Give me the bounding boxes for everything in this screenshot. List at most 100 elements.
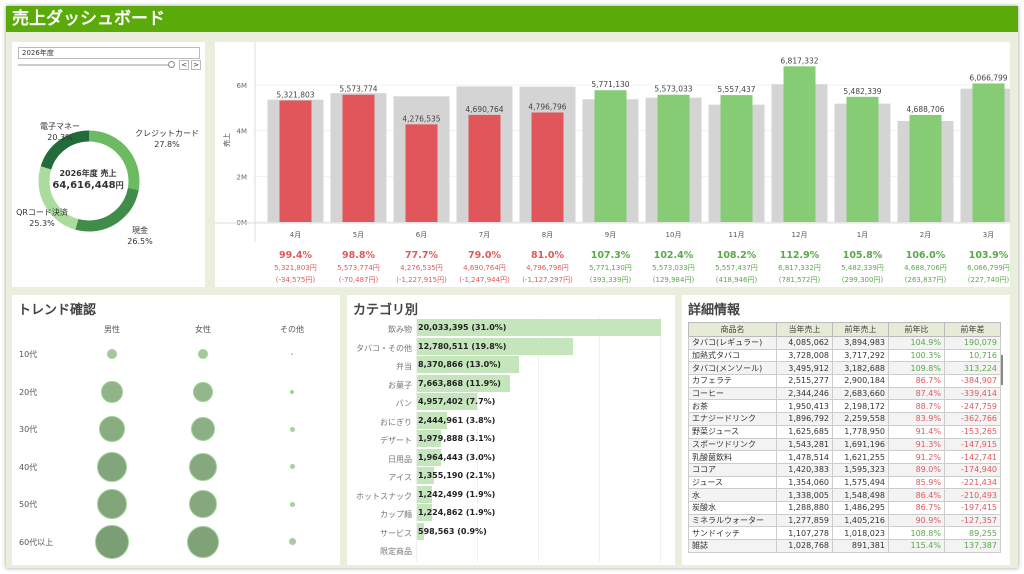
trend-bubble[interactable] bbox=[101, 380, 123, 403]
detail-panel: 詳細情報 商品名 当年売上 前年売上 前年比 前年差 タバコ(レギュラー) 4,085,06… bbox=[682, 295, 1010, 565]
trend-bubble[interactable] bbox=[99, 416, 125, 442]
trend-bubble[interactable] bbox=[289, 464, 295, 469]
column-header[interactable]: 前年差 bbox=[944, 322, 1001, 337]
table-cell: 2,198,172 bbox=[832, 399, 889, 414]
category-bar[interactable] bbox=[417, 467, 434, 484]
table-cell: カフェラテ bbox=[688, 374, 777, 388]
table-row[interactable]: 炭酸水 1,288,880 1,486,295 86.7% -197,415 bbox=[688, 500, 1001, 515]
category-value-label: 1,224,862 (1.9%) bbox=[418, 508, 496, 517]
current-year-bar[interactable] bbox=[720, 95, 753, 222]
table-row[interactable]: ミネラルウォーター 1,277,859 1,405,216 90.9% -127,357 bbox=[688, 513, 1001, 528]
table-row[interactable]: スポーツドリンク 1,543,281 1,691,196 91.3% -147,915 bbox=[688, 437, 1001, 452]
table-row[interactable]: タバコ(メンソール) 3,495,912 3,182,688 109.8% 313,22… bbox=[688, 361, 1001, 376]
column-header[interactable]: 前年売上 bbox=[832, 322, 889, 337]
table-row[interactable]: 水 1,338,005 1,548,498 86.4% -210,493 bbox=[688, 488, 1001, 502]
trend-bubble[interactable] bbox=[191, 417, 215, 441]
yoy-diff: (-70,487円) bbox=[339, 276, 379, 284]
trend-bubble[interactable] bbox=[198, 349, 208, 359]
column-header[interactable]: 前年比 bbox=[888, 322, 945, 337]
category-bar[interactable] bbox=[417, 319, 661, 336]
category-bar[interactable] bbox=[417, 448, 441, 466]
year-filter[interactable]: 2026年度 bbox=[18, 47, 200, 59]
trend-bubble[interactable] bbox=[289, 501, 295, 507]
slider-handle[interactable] bbox=[168, 61, 175, 68]
slice-label: 電子マネー 20.3% bbox=[40, 122, 80, 142]
year-slider[interactable] bbox=[18, 64, 170, 66]
table-row[interactable]: タバコ(レギュラー) 4,085,062 3,894,983 104.9% 190,07… bbox=[688, 336, 1001, 350]
x-tick-label: 1月 bbox=[857, 231, 868, 239]
table-row[interactable]: 加熱式タバコ 3,728,008 3,717,292 100.3% 10,716 bbox=[688, 348, 1001, 363]
category-bar[interactable] bbox=[417, 430, 442, 447]
trend-bubble[interactable] bbox=[291, 353, 293, 355]
category-bar[interactable] bbox=[417, 356, 519, 373]
trend-bubble[interactable] bbox=[107, 349, 117, 359]
category-bar[interactable] bbox=[417, 411, 447, 429]
table-cell: 2,259,558 bbox=[832, 412, 889, 426]
yoy-diff: (393,339円) bbox=[590, 276, 632, 284]
table-row[interactable]: 野菜ジュース 1,625,685 1,778,950 91.4% -153,265 bbox=[688, 424, 1001, 439]
yoy-diff: (418,946円) bbox=[716, 276, 758, 284]
trend-bubble[interactable] bbox=[193, 381, 213, 402]
current-year-bar[interactable] bbox=[909, 114, 942, 222]
donut-slice[interactable] bbox=[38, 130, 140, 232]
current-year-bar[interactable] bbox=[531, 112, 564, 222]
category-label: 限定商品 bbox=[380, 547, 412, 556]
category-bar[interactable] bbox=[417, 522, 425, 540]
table-row[interactable]: コーヒー 2,344,246 2,683,660 87.4% -339,414 bbox=[688, 386, 1001, 401]
category-bar[interactable] bbox=[417, 485, 433, 503]
current-year-bar[interactable] bbox=[972, 83, 1005, 222]
table-cell: 1,354,060 bbox=[776, 475, 833, 490]
trend-row-label: 60代以上 bbox=[19, 537, 54, 547]
table-cell: 1,338,005 bbox=[776, 488, 833, 502]
trend-bubble[interactable] bbox=[290, 389, 294, 394]
column-header[interactable]: 当年売上 bbox=[776, 322, 833, 337]
bar-value-label: 5,321,803 bbox=[276, 90, 314, 99]
table-cell: スポーツドリンク bbox=[688, 437, 777, 452]
table-row[interactable]: カフェラテ 2,515,277 2,900,184 86.7% -384,907 bbox=[688, 374, 1001, 388]
monthly-sales-panel: 0M 2M 4M 6M 売上 5,321,803 4月 99.4% 5,321,803円 (-34… bbox=[215, 42, 1017, 287]
donut-slice[interactable] bbox=[38, 130, 140, 232]
table-row[interactable]: 雑誌 1,028,768 891,381 115.4% 137,387 bbox=[688, 539, 1001, 553]
table-cell: 2,344,246 bbox=[776, 386, 833, 401]
table-row[interactable]: サンドイッチ 1,107,278 1,018,023 108.8% 89,255 bbox=[688, 526, 1001, 540]
category-bar[interactable] bbox=[417, 393, 478, 410]
current-year-bar[interactable] bbox=[342, 94, 375, 222]
trend-bubble[interactable] bbox=[189, 490, 217, 518]
trend-bubble[interactable] bbox=[95, 524, 129, 559]
table-cell: 1,288,880 bbox=[776, 500, 833, 515]
column-header[interactable]: 商品名 bbox=[688, 322, 777, 337]
table-cell: 3,728,008 bbox=[776, 348, 833, 363]
table-row[interactable]: ジュース 1,354,060 1,575,494 85.9% -221,434 bbox=[688, 475, 1001, 490]
chevron-right-icon[interactable]: > bbox=[191, 60, 201, 70]
trend-bubble[interactable] bbox=[189, 452, 217, 481]
table-cell: 104.9% bbox=[888, 336, 945, 350]
current-year-bar[interactable] bbox=[468, 114, 501, 222]
table-scrollbar[interactable] bbox=[1001, 355, 1003, 385]
current-year-bar[interactable] bbox=[846, 96, 879, 222]
bar-value-label: 5,573,774 bbox=[339, 85, 377, 94]
table-row[interactable]: 乳酸菌飲料 1,478,514 1,621,255 91.2% -142,741 bbox=[688, 450, 1001, 464]
current-year-bar[interactable] bbox=[279, 100, 312, 222]
trend-bubble[interactable] bbox=[97, 489, 127, 519]
category-value-label: 1,979,888 (3.1%) bbox=[418, 434, 496, 443]
table-row[interactable]: ココア 1,420,383 1,595,323 89.0% -174,940 bbox=[688, 462, 1001, 477]
table-row[interactable]: お茶 1,950,413 2,198,172 88.7% -247,759 bbox=[688, 399, 1001, 414]
current-year-bar[interactable] bbox=[657, 94, 690, 222]
trend-bubble[interactable] bbox=[187, 525, 219, 558]
trend-bubble[interactable] bbox=[289, 426, 295, 432]
donut-slice[interactable] bbox=[38, 130, 140, 232]
category-bar[interactable] bbox=[417, 504, 432, 521]
trend-bubble[interactable] bbox=[97, 451, 127, 482]
category-bar[interactable] bbox=[417, 337, 573, 355]
table-row[interactable]: エナジードリンク 1,896,792 2,259,558 83.9% -362,766 bbox=[688, 412, 1001, 426]
chevron-left-icon[interactable]: < bbox=[179, 60, 189, 70]
trend-col-header: 男性 bbox=[104, 325, 120, 334]
current-year-bar[interactable] bbox=[405, 124, 438, 222]
table-cell: 水 bbox=[688, 488, 777, 502]
current-year-bar[interactable] bbox=[594, 90, 627, 222]
current-year-bar[interactable] bbox=[783, 66, 816, 222]
trend-bubble[interactable] bbox=[288, 538, 296, 545]
yoy-diff: (129,984円) bbox=[653, 276, 695, 284]
category-bar[interactable] bbox=[417, 374, 511, 392]
trend-row-label: 40代 bbox=[19, 462, 38, 472]
